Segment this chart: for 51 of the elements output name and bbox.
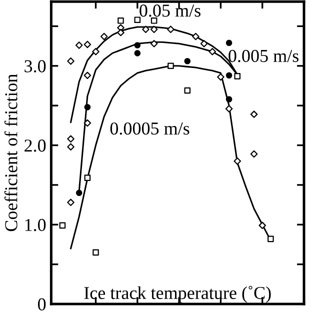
point — [59, 222, 66, 229]
point — [234, 73, 241, 80]
point — [118, 17, 124, 24]
point — [167, 26, 174, 34]
point — [67, 57, 74, 65]
annotation: 0.0005 m/s — [110, 122, 190, 135]
point — [268, 236, 274, 242]
point — [92, 249, 99, 256]
y-axis-title: Coefficient of friction — [4, 74, 18, 232]
point — [226, 96, 232, 102]
annotation: 0.05 m/s — [140, 4, 200, 17]
point — [150, 40, 158, 48]
point — [117, 28, 124, 36]
point — [226, 72, 232, 79]
point — [134, 42, 141, 48]
point — [76, 190, 82, 196]
y-tick-label: 2.0 — [24, 140, 46, 152]
y-tick-label: 3.0 — [24, 60, 46, 72]
annotation: 0.005 m/s — [228, 50, 299, 62]
point — [184, 58, 191, 64]
point — [67, 143, 74, 151]
point — [75, 42, 83, 49]
point — [84, 174, 91, 181]
point — [84, 104, 91, 110]
point — [225, 105, 233, 112]
point — [217, 73, 224, 81]
point — [150, 26, 158, 34]
point — [250, 110, 258, 118]
point — [84, 40, 92, 48]
point — [84, 72, 92, 80]
point — [150, 17, 158, 24]
point — [100, 32, 108, 40]
point — [200, 40, 208, 48]
point — [258, 222, 266, 230]
y-tick-label: 0 — [38, 298, 46, 310]
point — [226, 40, 232, 46]
x-axis-title: Ice track temperature (˚C) — [84, 286, 271, 303]
point — [134, 16, 141, 24]
point — [67, 198, 74, 206]
point — [208, 48, 216, 56]
point — [92, 48, 100, 56]
point — [234, 157, 242, 165]
point — [134, 50, 141, 56]
point — [168, 62, 174, 70]
point — [184, 87, 191, 94]
point — [142, 26, 150, 34]
point — [250, 150, 258, 158]
point — [67, 135, 74, 143]
point — [192, 32, 200, 40]
point — [84, 119, 92, 127]
y-tick-label: 1.0 — [25, 218, 46, 232]
